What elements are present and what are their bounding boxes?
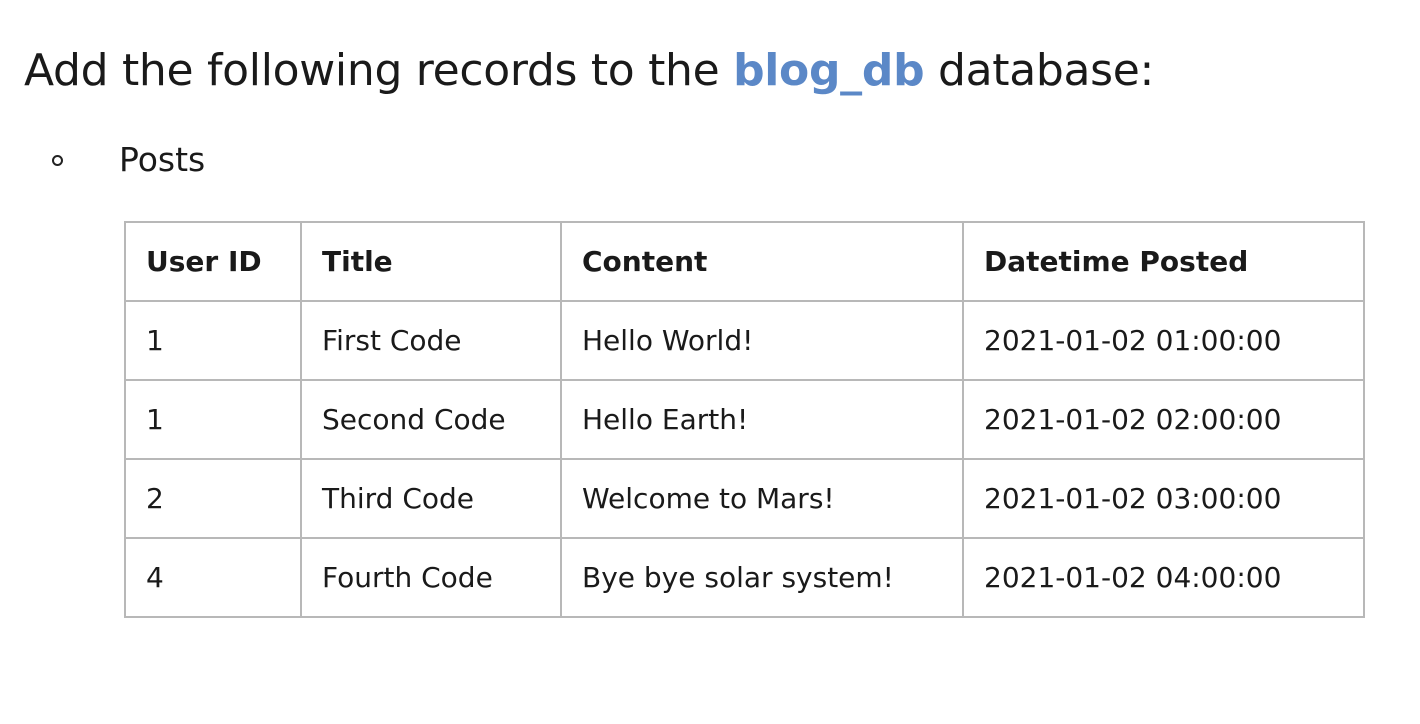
cell-title: Fourth Code <box>300 537 562 618</box>
cell-content: Hello World! <box>560 300 964 381</box>
table-row: 1 Second Code Hello Earth! 2021-01-02 02… <box>124 379 1365 460</box>
cell-user-id: 1 <box>124 379 302 460</box>
cell-content: Welcome to Mars! <box>560 458 964 539</box>
table-row: 1 First Code Hello World! 2021-01-02 01:… <box>124 300 1365 381</box>
cell-content: Hello Earth! <box>560 379 964 460</box>
cell-user-id: 1 <box>124 300 302 381</box>
list-item-posts: Posts <box>52 136 205 184</box>
cell-content: Bye bye solar system! <box>560 537 964 618</box>
cell-datetime-posted: 2021-01-02 03:00:00 <box>962 458 1365 539</box>
cell-datetime-posted: 2021-01-02 04:00:00 <box>962 537 1365 618</box>
list-item-label: Posts <box>119 140 206 179</box>
cell-title: Second Code <box>300 379 562 460</box>
cell-datetime-posted: 2021-01-02 02:00:00 <box>962 379 1365 460</box>
cell-title: Third Code <box>300 458 562 539</box>
table-header-row: User ID Title Content Datetime Posted <box>124 221 1365 302</box>
column-header-user-id: User ID <box>124 221 302 302</box>
heading-suffix: database: <box>924 45 1155 96</box>
database-name: blog_db <box>733 45 925 96</box>
cell-user-id: 4 <box>124 537 302 618</box>
hollow-circle-bullet-icon <box>52 154 63 166</box>
table-row: 2 Third Code Welcome to Mars! 2021-01-02… <box>124 458 1365 539</box>
table-row: 4 Fourth Code Bye bye solar system! 2021… <box>124 537 1365 618</box>
cell-user-id: 2 <box>124 458 302 539</box>
posts-table: User ID Title Content Datetime Posted 1 … <box>124 221 1365 618</box>
cell-datetime-posted: 2021-01-02 01:00:00 <box>962 300 1365 381</box>
page-heading: Add the following records to the blog_db… <box>24 40 1154 102</box>
column-header-title: Title <box>300 221 562 302</box>
cell-title: First Code <box>300 300 562 381</box>
column-header-datetime-posted: Datetime Posted <box>962 221 1365 302</box>
heading-prefix: Add the following records to the <box>24 45 734 96</box>
column-header-content: Content <box>560 221 964 302</box>
